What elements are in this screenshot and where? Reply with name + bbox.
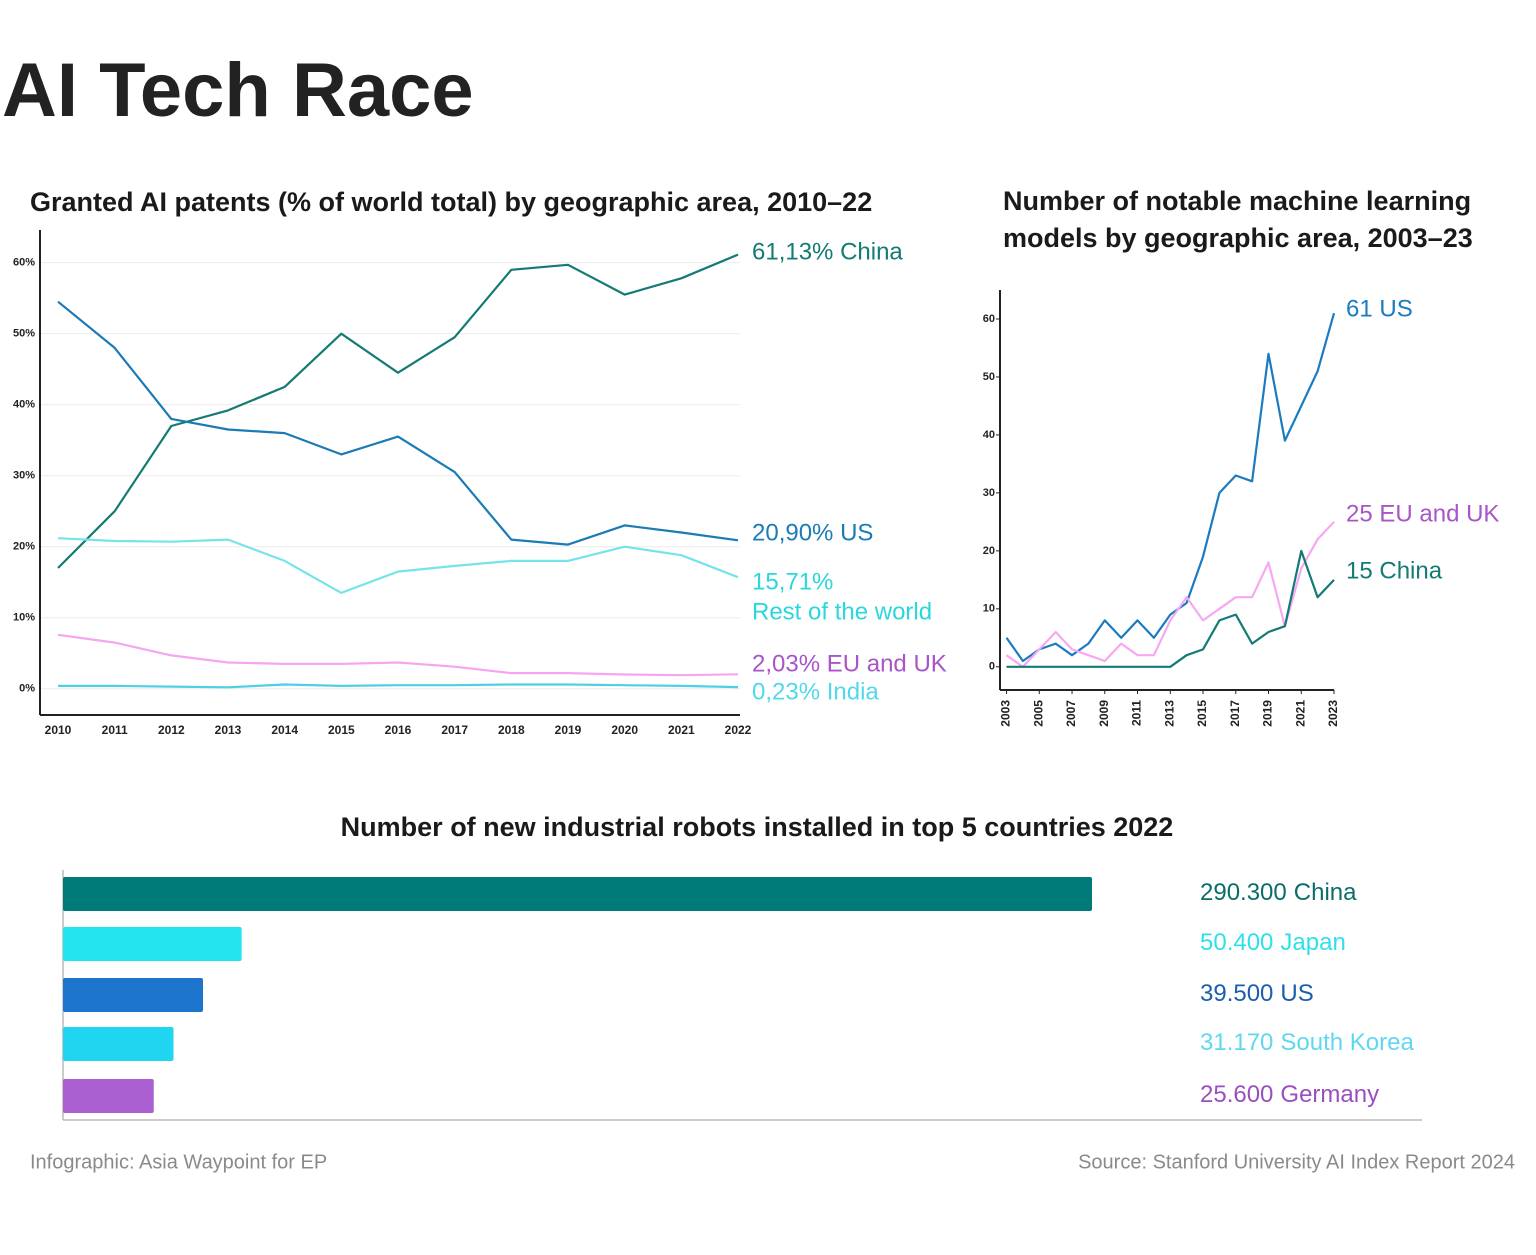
y-tick-label: 30: [983, 487, 995, 499]
bar-label: 25.600 Germany: [1200, 1081, 1379, 1108]
series-line: [58, 683, 739, 689]
series-label: 2,03% EU and UK: [752, 650, 947, 677]
bar-label: 290.300 China: [1200, 879, 1357, 906]
x-tick-label: 2012: [158, 723, 185, 737]
bar: [63, 877, 1092, 911]
y-tick-label: 40%: [13, 399, 35, 411]
y-tick-label: 50: [983, 371, 995, 383]
category-label: Germany: [1280, 1081, 1379, 1108]
x-tick-label: 2017: [441, 723, 468, 737]
category-label: US: [1280, 980, 1313, 1007]
credit: Infographic: Asia Waypoint for EP: [30, 1151, 327, 1173]
series-label: 61,13% China: [752, 238, 903, 265]
x-tick-label: 2019: [1261, 700, 1275, 727]
x-tick-label: 2023: [1326, 700, 1340, 727]
series-line: [1005, 312, 1336, 663]
x-tick-label: 2017: [1228, 700, 1242, 727]
bar-label: 50.400 Japan: [1200, 929, 1346, 956]
series-line: [57, 537, 739, 594]
x-tick-label: 2005: [1031, 700, 1045, 727]
x-tick-label: 2014: [271, 723, 298, 737]
y-tick-label: 40: [983, 429, 995, 441]
x-tick-label: 2007: [1064, 700, 1078, 727]
series-label: Rest of the world: [752, 598, 932, 625]
series-label: 15 China: [1346, 557, 1443, 584]
category-label: Japan: [1280, 929, 1345, 956]
category-label: South Korea: [1280, 1029, 1414, 1056]
x-tick-label: 2003: [999, 700, 1013, 727]
series-line: [1005, 521, 1335, 668]
x-tick-label: 2015: [328, 723, 355, 737]
value-label: 25.600: [1200, 1081, 1273, 1108]
y-tick-label: 10: [983, 603, 995, 615]
y-tick-label: 50%: [13, 328, 35, 340]
x-tick-label: 2022: [725, 723, 752, 737]
bar: [63, 1027, 174, 1061]
chart-title: Granted AI patents (% of world total) by…: [30, 187, 872, 217]
source: Source: Stanford University AI Index Rep…: [1078, 1151, 1515, 1173]
x-tick-label: 2011: [1130, 700, 1144, 726]
y-tick-label: 0%: [19, 683, 35, 695]
value-label: 31.170: [1200, 1029, 1273, 1056]
series-label: 25 EU and UK: [1346, 500, 1499, 527]
series-line: [1006, 549, 1335, 668]
bar-label: 39.500 US: [1200, 980, 1314, 1007]
bar: [63, 1079, 154, 1113]
y-tick-label: 60%: [13, 257, 35, 269]
series-line: [57, 633, 739, 677]
y-tick-label: 20: [983, 545, 995, 557]
y-tick-label: 30%: [13, 470, 35, 482]
x-tick-label: 2021: [668, 723, 695, 737]
chart-title: Number of notable machine learning: [1003, 186, 1471, 216]
chart-title: models by geographic area, 2003–23: [1003, 223, 1473, 253]
value-label: 50.400: [1200, 929, 1273, 956]
page-title: AI Tech Race: [2, 48, 474, 133]
y-tick-label: 20%: [13, 541, 35, 553]
series-line: [57, 300, 739, 546]
x-tick-label: 2020: [611, 723, 638, 737]
x-tick-label: 2009: [1097, 700, 1111, 727]
series-label: 0,23% India: [752, 678, 879, 705]
x-tick-label: 2013: [215, 723, 242, 737]
y-tick-label: 0: [989, 661, 995, 673]
x-tick-label: 2013: [1162, 700, 1176, 727]
x-tick-label: 2019: [555, 723, 582, 737]
bar: [63, 927, 242, 961]
x-tick-label: 2016: [385, 723, 412, 737]
series-line: [57, 253, 739, 569]
value-label: 39.500: [1200, 980, 1273, 1007]
bar-label: 31.170 South Korea: [1200, 1029, 1414, 1056]
x-tick-label: 2018: [498, 723, 525, 737]
series-label: 20,90% US: [752, 519, 873, 546]
series-label: 61 US: [1346, 295, 1413, 322]
chart-title: Number of new industrial robots installe…: [341, 812, 1174, 842]
bar: [63, 978, 204, 1012]
x-tick-label: 2021: [1293, 700, 1307, 727]
value-label: 290.300: [1200, 879, 1287, 906]
x-tick-label: 2015: [1195, 700, 1209, 727]
x-tick-label: 2010: [45, 723, 72, 737]
series-label: 15,71%: [752, 568, 833, 595]
y-tick-label: 60: [983, 313, 995, 325]
x-tick-label: 2011: [102, 723, 128, 737]
category-label: China: [1294, 879, 1357, 906]
y-tick-label: 10%: [13, 612, 35, 624]
